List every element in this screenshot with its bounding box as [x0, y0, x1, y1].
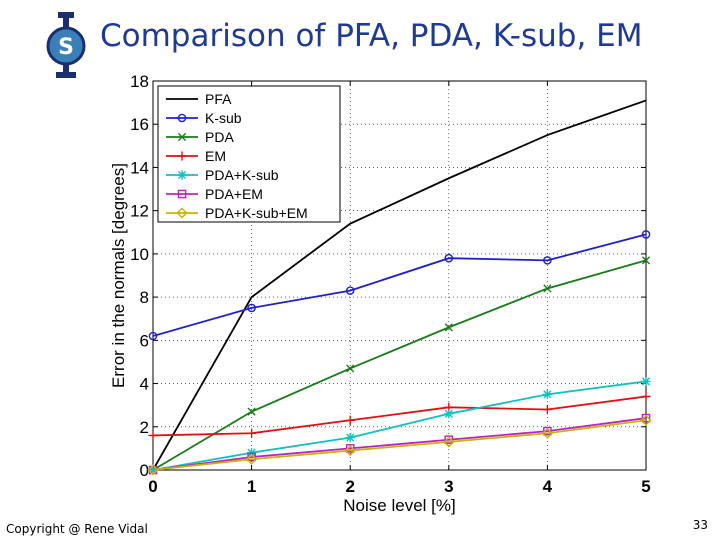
data-point-pda-k-sub	[641, 376, 651, 386]
y-tick-label: 8	[140, 288, 149, 307]
y-tick-label: 4	[140, 375, 149, 394]
page-title: Comparison of PFA, PDA, K-sub, EM	[100, 18, 643, 54]
data-point-pda	[346, 364, 355, 373]
data-point-pda-k-sub-em	[344, 444, 356, 457]
series-line-pda-em	[153, 417, 646, 470]
series-line-pda-k-sub-em	[153, 419, 646, 470]
data-point-pda-k-sub	[345, 432, 355, 443]
legend-label-pda-em: PDA+EM	[205, 186, 263, 202]
series-line-pfa	[153, 99, 646, 470]
page-number: 33	[692, 518, 708, 532]
series-line-k-sub	[153, 233, 646, 337]
legend-label-k-sub: K-sub	[205, 110, 242, 126]
legend-marker-pda-k-sub-em	[176, 207, 188, 219]
legend-marker-pda-k-sub	[177, 170, 187, 180]
data-point-pda-k-sub-em	[541, 427, 553, 439]
x-tick-label: 1	[247, 477, 256, 496]
data-point-pda-em	[345, 444, 355, 453]
y-tick-label: 12	[130, 202, 149, 221]
data-point-pda	[641, 256, 651, 265]
logo-letter: S	[58, 35, 74, 60]
data-point-pda	[543, 284, 552, 293]
x-tick-label: 2	[345, 477, 354, 496]
y-tick-label: 16	[130, 115, 149, 134]
data-point-k-sub	[641, 230, 651, 239]
legend-label-em: EM	[205, 148, 226, 164]
x-tick-label: 4	[543, 477, 553, 496]
data-point-em	[641, 391, 651, 402]
data-point-pda	[247, 407, 256, 416]
copyright-text: Copyright @ Rene Vidal	[6, 522, 148, 536]
data-point-pda-em	[148, 465, 158, 475]
data-point-em	[148, 430, 158, 441]
y-tick-label: 18	[130, 72, 149, 91]
x-tick-label: 3	[444, 477, 453, 496]
data-point-em	[247, 428, 257, 438]
legend-label-pda: PDA	[205, 129, 234, 145]
legend-marker-k-sub	[177, 113, 187, 123]
data-point-pda-em	[543, 426, 552, 436]
legend-marker-pda-em	[177, 189, 187, 199]
data-point-pda	[444, 323, 453, 332]
y-tick-label: 10	[130, 245, 149, 264]
legend-label-pda-k-sub: PDA+K-sub	[205, 167, 279, 183]
series-line-pda-k-sub	[153, 380, 646, 470]
y-tick-label: 2	[140, 418, 149, 437]
data-point-pda-k-sub-em	[246, 453, 258, 465]
markers-layer	[147, 230, 652, 476]
data-point-pda-em	[247, 452, 256, 462]
data-point-k-sub	[345, 286, 355, 295]
data-point-pda-k-sub-em	[640, 414, 652, 426]
series-line-pda	[153, 259, 646, 470]
legend-box	[157, 85, 341, 223]
data-point-k-sub	[444, 253, 454, 263]
y-tick-label: 0	[140, 461, 149, 480]
data-point-pda-k-sub-em	[443, 436, 455, 448]
data-point-pda-k-sub	[247, 448, 257, 458]
x-tick-label: 5	[641, 477, 650, 496]
y-axis-label: Error in the normals [degrees]	[109, 163, 128, 388]
data-point-k-sub	[247, 303, 256, 313]
x-axis-label: Noise level [%]	[343, 496, 455, 515]
data-point-em	[345, 415, 355, 425]
legend-label-pfa: PFA	[205, 91, 232, 107]
legend: PFA K-sub PDA EM PDA+K-sub PDA+EM PDA+K-sub+EM	[157, 85, 341, 223]
legend-label-pda-k-sub-em: PDA+K-sub+EM	[205, 205, 308, 221]
data-point-pda-k-sub-em	[147, 464, 159, 476]
series-line-em	[153, 395, 646, 437]
x-tick-label: 0	[148, 477, 157, 496]
legend-marker-pda	[177, 132, 187, 142]
data-point-pda-em	[444, 435, 454, 445]
series-layer	[153, 99, 646, 470]
data-point-pda-k-sub	[444, 409, 454, 419]
data-point-em	[542, 404, 552, 415]
y-tick-label: 14	[130, 158, 149, 177]
data-point-k-sub	[148, 331, 158, 341]
data-point-pda-k-sub	[542, 389, 552, 399]
data-point-k-sub	[543, 256, 552, 265]
logo-icon: S	[36, 10, 96, 80]
legend-marker-em	[177, 151, 187, 161]
y-tick-label: 6	[140, 331, 149, 350]
data-point-pda-em	[641, 413, 651, 423]
